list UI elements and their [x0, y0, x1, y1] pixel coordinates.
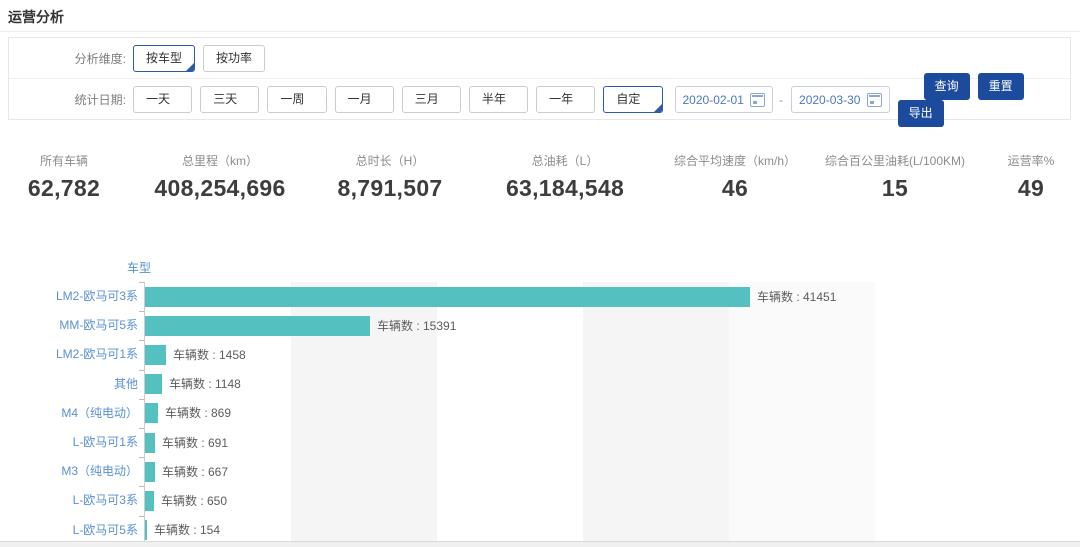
axis-tick-mark: [139, 311, 144, 312]
date-preset-一天内[interactable]: 一天内: [133, 86, 193, 113]
stat-label: 总油耗（L）: [531, 154, 599, 168]
bar-value-label: 车辆数 : 667: [162, 465, 229, 479]
end-date-value: 2020-03-30: [799, 92, 861, 107]
stat-item: 总里程（km） 408,254,696: [120, 152, 320, 202]
bar-value-label: 车辆数 : 1458: [173, 348, 246, 362]
title-divider: [0, 31, 1080, 32]
bar-value-label: 车辆数 : 15391: [377, 319, 457, 333]
action-button-导出[interactable]: 导出: [897, 99, 944, 127]
stat-value: 49: [1017, 175, 1045, 201]
chart-bar[interactable]: [145, 316, 370, 336]
axis-tick-mark: [139, 486, 144, 487]
stat-label: 总里程（km）: [182, 154, 258, 168]
stat-label: 总时长（H）: [355, 154, 425, 168]
action-button-查询[interactable]: 查询: [923, 72, 970, 100]
stat-value: 62,782: [27, 175, 101, 201]
chart-split-band: [437, 282, 583, 541]
page-bottom-edge: [0, 541, 1080, 547]
stat-value: 8,791,507: [337, 175, 443, 201]
bar-value-label: 车辆数 : 691: [162, 436, 229, 450]
chart-bar[interactable]: [145, 433, 155, 453]
category-label: L-欧马可5系: [72, 523, 138, 537]
stat-item: 所有车辆 62,782: [8, 152, 120, 202]
stat-label: 综合百公里油耗(L/100KM): [824, 154, 966, 168]
axis-tick-mark: [139, 340, 144, 341]
stat-item: 运营率% 49: [990, 152, 1072, 202]
category-label: L-欧马可3系: [72, 493, 138, 507]
date-preset-三月内[interactable]: 三月内: [401, 86, 461, 113]
axis-tick-mark: [139, 370, 144, 371]
chart-bar[interactable]: [145, 491, 154, 511]
stat-label: 所有车辆: [39, 154, 88, 168]
category-label: LM2-欧马可1系: [55, 347, 138, 361]
category-label: MM-欧马可5系: [59, 318, 138, 332]
category-label: 其他: [113, 377, 138, 391]
stat-value: 15: [881, 175, 909, 201]
action-button-重置[interactable]: 重置: [977, 72, 1024, 100]
category-label: M4（纯电动）: [61, 406, 138, 420]
date-label: 统计日期:: [74, 93, 126, 107]
chart-y-axis-line: [144, 282, 145, 541]
stats-row: 所有车辆 62,782 总里程（km） 408,254,696 总时长（H） 8,791,…: [8, 152, 1072, 202]
bar-value-label: 车辆数 : 1148: [169, 377, 241, 391]
dimension-filter-row: 分析维度: 按车型 按功率: [9, 38, 1070, 79]
category-label: M3（纯电动）: [61, 464, 138, 478]
chart-axis-name: 车型: [127, 261, 152, 275]
chart-split-band: [729, 282, 875, 541]
axis-tick-mark: [139, 457, 144, 458]
category-label: LM2-欧马可3系: [55, 289, 138, 303]
date-preset-自定义[interactable]: 自定义: [603, 86, 663, 113]
category-label: L-欧马可1系: [72, 435, 138, 449]
date-preset-一月内[interactable]: 一月内: [334, 86, 394, 113]
stat-value: 408,254,696: [154, 175, 286, 201]
axis-tick-mark: [139, 282, 144, 283]
end-date-input[interactable]: 2020-03-30: [791, 86, 890, 113]
bar-value-label: 车辆数 : 41451: [757, 290, 837, 304]
chart-bar[interactable]: [145, 462, 155, 482]
date-actions: 查询 重置导出: [890, 72, 1070, 127]
calendar-icon[interactable]: [750, 92, 766, 107]
dimension-label: 分析维度:: [74, 51, 126, 66]
date-preset-半年内[interactable]: 半年内: [468, 86, 529, 113]
axis-tick-mark: [139, 428, 144, 429]
stat-item: 总油耗（L） 63,184,548: [460, 152, 670, 202]
axis-tick-mark: [139, 399, 144, 400]
chart-bar[interactable]: [145, 345, 166, 365]
chart-bar[interactable]: [145, 520, 147, 540]
stat-item: 综合百公里油耗(L/100KM) 15: [800, 152, 990, 202]
stat-label: 运营率%: [1007, 154, 1055, 168]
dimension-options: 按车型 按功率: [133, 44, 273, 72]
calendar-icon[interactable]: [866, 92, 882, 107]
date-presets: 一天内三天内一周内一月内三月内半年内一年内自定义: [133, 86, 671, 113]
chart-bar[interactable]: [145, 374, 162, 394]
date-filter-row: 统计日期: 一天内三天内一周内一月内三月内半年内一年内自定义 2020-02-0…: [9, 72, 1070, 127]
bar-value-label: 车辆数 : 154: [154, 523, 221, 537]
chart-bar[interactable]: [145, 403, 158, 423]
stat-value: 63,184,548: [505, 175, 625, 201]
date-preset-一年内[interactable]: 一年内: [536, 86, 596, 113]
chart-split-band: [583, 282, 729, 541]
stat-label: 综合平均速度（km/h）: [673, 154, 796, 168]
chart-bar[interactable]: [145, 287, 750, 307]
bar-value-label: 车辆数 : 869: [165, 406, 232, 420]
axis-tick-mark: [139, 516, 144, 517]
bar-value-label: 车辆数 : 650: [161, 494, 228, 508]
date-preset-三天内[interactable]: 三天内: [200, 86, 260, 113]
start-date-value: 2020-02-01: [682, 92, 744, 107]
stat-item: 综合平均速度（km/h） 46: [670, 152, 800, 202]
page-title: 运营分析: [8, 9, 64, 25]
start-date-input[interactable]: 2020-02-01: [674, 86, 774, 113]
stat-item: 总时长（H） 8,791,507: [320, 152, 460, 202]
dimension-option-按车型[interactable]: 按车型: [133, 44, 196, 72]
date-preset-一周内[interactable]: 一周内: [267, 86, 327, 113]
dimension-option-按功率[interactable]: 按功率: [203, 44, 266, 72]
date-range-separator: -: [779, 92, 784, 107]
stat-value: 46: [721, 175, 749, 201]
